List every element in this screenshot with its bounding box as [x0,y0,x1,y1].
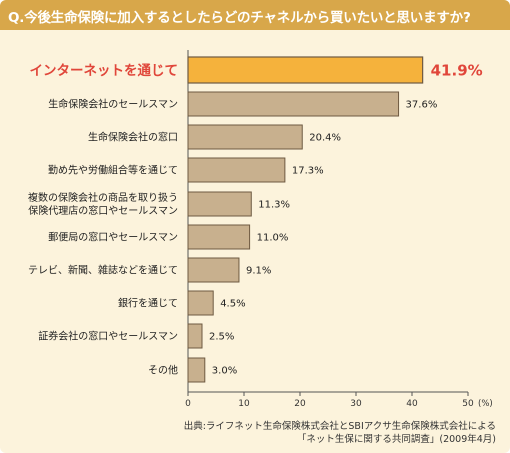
value-label: 41.9% [431,61,483,79]
value-label: 2.5% [209,332,234,343]
x-tick-label: 10 [238,399,250,409]
value-label: 20.4% [309,133,341,144]
category-label: テレビ、新聞、雑誌などを通じて [28,264,178,277]
category-label-line: 銀行を通じて [118,297,178,310]
value-label: 37.6% [406,100,438,111]
x-tick-label: 30 [350,399,362,409]
bar [187,191,252,217]
value-label: 11.0% [257,233,289,244]
bar [187,91,400,117]
category-label-line: 保険代理店の窓口やセールスマン [28,204,178,217]
category-label: 複数の保険会社の商品を取り扱う保険代理店の窓口やセールスマン [28,191,178,217]
category-label-line: その他 [148,364,178,377]
bar [187,323,203,349]
source-note-line2: 「ネット生保に関する共同調査」(2009年4月) [296,434,496,445]
x-tick-label: 50 [462,399,474,409]
category-label-line: 複数の保険会社の商品を取り扱う [28,191,178,204]
category-label-line: インターネットを通じて [30,63,179,79]
x-axis-unit: (%) [478,399,493,409]
value-label: 4.5% [220,299,245,310]
chart-title: Q.今後生命保険に加入するとしたらどのチャネルから買いたいと思いますか? [8,10,471,26]
category-label: 銀行を通じて [118,297,178,310]
category-label: インターネットを通じて [30,63,179,79]
category-label-line: 郵便局の窓口やセールスマン [48,231,178,244]
category-label: 証券会社の窓口やセールスマン [38,330,178,343]
bar [187,357,206,383]
category-label: その他 [148,364,178,377]
value-label: 9.1% [246,266,271,277]
bar [187,124,303,150]
bar [187,290,214,316]
category-label: 勤め先や労働組合等を通じて [48,164,178,177]
category-label: 生命保険会社の窓口 [88,131,178,144]
source-note-line1: 出典:ライフネット生命保険株式会社とSBIアクサ生命保険株式会社による [183,421,496,432]
category-label-line: 生命保険会社の窓口 [88,131,178,144]
x-tick-label: 20 [294,399,306,409]
bar [187,224,251,250]
category-label-line: テレビ、新聞、雑誌などを通じて [28,264,178,277]
bar [187,257,240,283]
value-label: 11.3% [258,200,290,211]
category-label: 生命保険会社のセールスマン [48,98,178,111]
category-label-line: 生命保険会社のセールスマン [48,98,178,111]
value-label: 3.0% [212,366,237,377]
value-label: 17.3% [292,166,324,177]
title-bar: Q.今後生命保険に加入するとしたらどのチャネルから買いたいと思いますか? [0,0,510,30]
bar [187,56,424,84]
category-label-line: 証券会社の窓口やセールスマン [38,330,178,343]
bar [187,157,286,183]
category-label-line: 勤め先や労働組合等を通じて [48,164,178,177]
x-tick-label: 40 [406,399,418,409]
category-label: 郵便局の窓口やセールスマン [48,231,178,244]
x-tick-label: 0 [185,399,191,409]
